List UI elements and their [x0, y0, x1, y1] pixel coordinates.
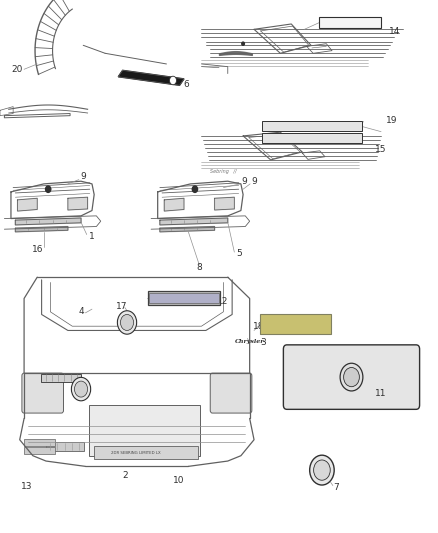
- FancyBboxPatch shape: [41, 374, 81, 382]
- FancyBboxPatch shape: [262, 133, 362, 143]
- Text: 14: 14: [389, 28, 400, 36]
- Text: 5: 5: [236, 249, 242, 258]
- Text: 1: 1: [89, 232, 95, 241]
- Text: 19: 19: [386, 117, 398, 125]
- Text: 7: 7: [333, 483, 339, 491]
- Circle shape: [343, 368, 359, 387]
- FancyBboxPatch shape: [283, 345, 420, 409]
- Circle shape: [242, 42, 244, 45]
- Circle shape: [120, 314, 134, 330]
- Text: 2DR SEBRING LIMITED LX: 2DR SEBRING LIMITED LX: [111, 451, 161, 455]
- Text: SIGNATURE EDITION: SIGNATURE EDITION: [278, 328, 314, 332]
- Text: CHRYSLER: CHRYSLER: [334, 20, 367, 25]
- FancyBboxPatch shape: [46, 442, 84, 451]
- Circle shape: [74, 381, 88, 397]
- Text: Sebring   //: Sebring //: [210, 168, 237, 174]
- Text: SEBRING: SEBRING: [299, 123, 325, 128]
- FancyBboxPatch shape: [260, 314, 331, 334]
- Text: 10: 10: [173, 477, 184, 485]
- Polygon shape: [215, 197, 234, 210]
- Text: FLEX FUEL: FLEX FUEL: [166, 295, 202, 301]
- Text: 11: 11: [375, 389, 387, 398]
- Circle shape: [170, 76, 177, 85]
- Text: 2: 2: [122, 471, 127, 480]
- Text: CHRYSLER: CHRYSLER: [297, 135, 327, 140]
- Text: 6: 6: [183, 80, 189, 88]
- Text: 9: 9: [80, 173, 86, 181]
- FancyBboxPatch shape: [24, 439, 55, 446]
- FancyBboxPatch shape: [22, 373, 64, 413]
- Text: 18: 18: [253, 322, 264, 330]
- Text: Chrysler: Chrysler: [235, 338, 265, 344]
- Circle shape: [117, 311, 137, 334]
- FancyBboxPatch shape: [149, 293, 219, 303]
- Circle shape: [310, 455, 334, 485]
- Text: 20: 20: [11, 66, 22, 74]
- FancyBboxPatch shape: [148, 291, 220, 305]
- Circle shape: [192, 186, 198, 192]
- Text: 3: 3: [260, 338, 266, 346]
- Text: 13: 13: [21, 482, 33, 490]
- Text: 9: 9: [251, 177, 257, 185]
- Polygon shape: [15, 227, 68, 232]
- Polygon shape: [18, 198, 37, 211]
- FancyBboxPatch shape: [210, 373, 252, 413]
- Circle shape: [314, 460, 330, 480]
- Text: 8: 8: [196, 263, 202, 272]
- Text: 9: 9: [241, 177, 247, 185]
- Polygon shape: [15, 218, 81, 225]
- Circle shape: [46, 186, 51, 192]
- Polygon shape: [118, 70, 184, 85]
- Polygon shape: [68, 197, 88, 210]
- FancyBboxPatch shape: [319, 17, 381, 28]
- Polygon shape: [164, 198, 184, 211]
- FancyBboxPatch shape: [94, 446, 198, 459]
- Text: 16: 16: [32, 245, 43, 254]
- Text: 17: 17: [116, 302, 127, 311]
- Text: Mr.Chrysler: Mr.Chrysler: [278, 321, 314, 326]
- FancyBboxPatch shape: [89, 405, 200, 456]
- Polygon shape: [160, 227, 215, 232]
- FancyBboxPatch shape: [24, 447, 55, 454]
- Text: 12: 12: [217, 297, 228, 305]
- FancyBboxPatch shape: [262, 121, 362, 131]
- Text: 4: 4: [78, 308, 84, 316]
- Polygon shape: [160, 218, 228, 225]
- Circle shape: [340, 364, 363, 391]
- Text: 15: 15: [375, 145, 387, 154]
- Circle shape: [71, 377, 91, 401]
